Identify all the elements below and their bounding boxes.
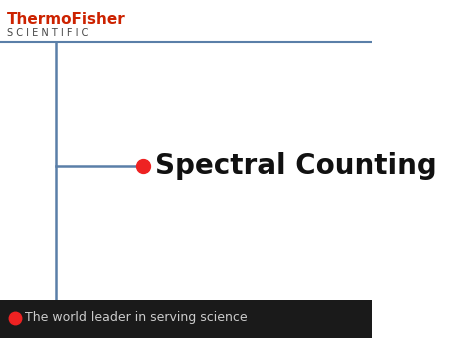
Text: The world leader in serving science: The world leader in serving science [25,312,248,324]
Text: ThermoFisher: ThermoFisher [7,12,126,27]
Text: Spectral Counting: Spectral Counting [155,152,436,180]
Text: S C I E N T I F I C: S C I E N T I F I C [7,28,88,38]
Bar [0,300,372,338]
